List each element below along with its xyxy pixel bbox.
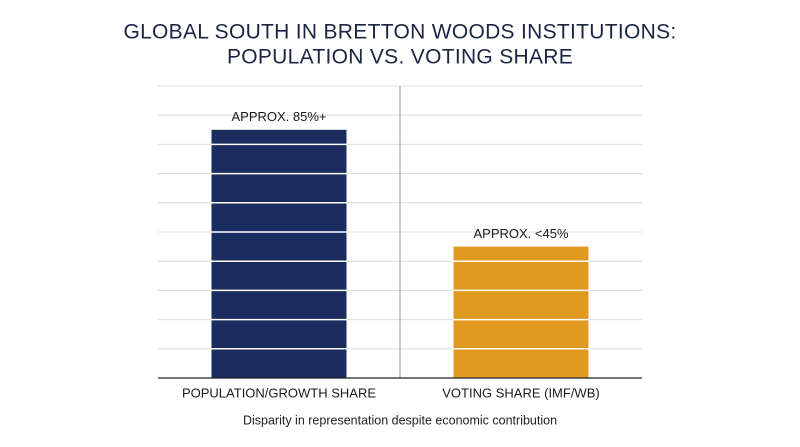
bar <box>453 246 589 378</box>
x-tick-label: POPULATION/GROWTH SHARE <box>182 385 376 400</box>
chart-title: GLOBAL SOUTH IN BRETTON WOODS INSTITUTIO… <box>123 21 676 44</box>
value-label: APPROX. <45% <box>473 226 568 241</box>
chart-title: POPULATION VS. VOTING SHARE <box>227 46 573 69</box>
x-tick-label: VOTING SHARE (IMF/WB) <box>442 385 599 400</box>
value-label: APPROX. 85%+ <box>231 109 326 124</box>
bar <box>211 129 347 378</box>
caption: Disparity in representation despite econ… <box>243 413 557 427</box>
